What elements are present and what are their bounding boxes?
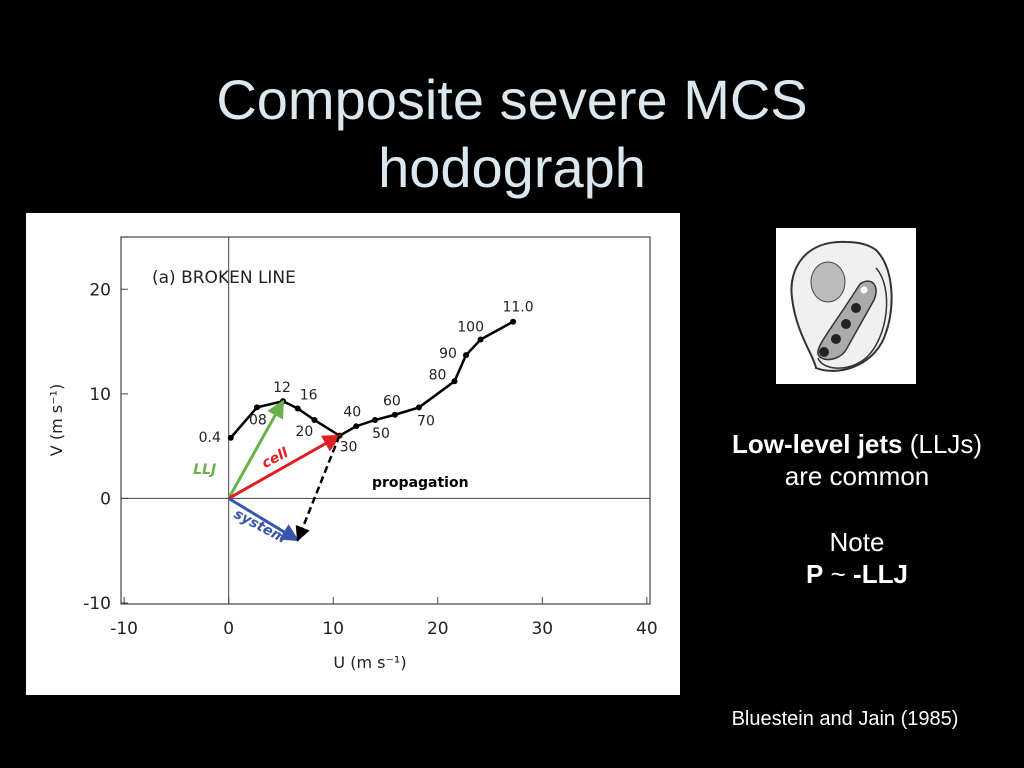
height-label: 20	[295, 424, 313, 440]
chart-background	[26, 213, 680, 695]
panel-title: (a) BROKEN LINE	[152, 268, 296, 288]
cell	[841, 319, 851, 329]
hodograph-point	[391, 411, 398, 418]
height-label: 30	[340, 440, 358, 456]
text-line: Low-level jets (LLJs)	[690, 428, 1024, 460]
height-label: 11.0	[502, 300, 533, 316]
y-tick-label: 20	[89, 280, 111, 300]
hodograph-point	[463, 352, 469, 359]
bold-text: -LLJ	[853, 559, 908, 589]
cell	[819, 347, 829, 357]
x-tick-label: 10	[322, 619, 344, 639]
height-label: 80	[429, 367, 447, 383]
hodograph-point	[372, 416, 379, 423]
height-label: 60	[383, 394, 401, 410]
x-tick-label: 20	[427, 619, 449, 639]
hodograph-point	[253, 404, 260, 411]
plot-frame	[120, 236, 651, 605]
propagation-arrow	[295, 435, 341, 542]
hodograph-point	[227, 434, 234, 441]
anvil-core	[810, 261, 846, 303]
vector-arrow	[227, 399, 285, 500]
storm-schematic	[776, 228, 916, 384]
bold-text: P	[806, 559, 824, 589]
cell	[851, 303, 861, 313]
height-label: 08	[249, 412, 267, 428]
hodograph-point	[451, 378, 458, 385]
hodograph-point	[311, 416, 318, 423]
text: (LLJs)	[909, 429, 982, 459]
height-label: 90	[439, 346, 457, 362]
height-label: 70	[417, 413, 435, 429]
bold-text: Low-level jets	[732, 429, 903, 459]
cell	[860, 286, 868, 294]
storm-inner-outline	[817, 267, 888, 369]
y-axis-label: V (m s⁻¹)	[47, 384, 66, 456]
hodograph-point	[294, 405, 301, 412]
x-tick-label: 30	[531, 619, 553, 639]
height-label: 16	[300, 387, 318, 403]
height-label: 50	[372, 426, 390, 442]
height-label: 0.4	[199, 430, 221, 446]
x-tick-label: 0	[223, 619, 234, 639]
hodograph-point	[353, 423, 360, 430]
x-tick-label: 40	[636, 619, 658, 639]
hodograph-point	[415, 404, 422, 411]
citation: Bluestein and Jain (1985)	[731, 708, 959, 730]
y-tick-label: 0	[100, 489, 111, 509]
text-line: P ~ -LLJ	[690, 558, 1024, 590]
x-axis-label: U (m s⁻¹)	[333, 653, 406, 672]
text: ~	[830, 559, 846, 589]
vector-label: LLJ	[193, 462, 216, 478]
height-label: 12	[273, 380, 291, 396]
side-text: Low-level jets (LLJs) are common Note P …	[690, 428, 1024, 590]
chart: (a) BROKEN LINE U (m s⁻¹) V (m s⁻¹) -10 0…	[26, 213, 680, 695]
vector-label: propagation	[372, 475, 469, 491]
vector-arrow	[227, 497, 300, 542]
vector-arrow	[227, 434, 342, 500]
x-tick-label: -10	[110, 619, 138, 639]
y-tick-label: 10	[89, 385, 111, 405]
height-label: 40	[343, 404, 361, 420]
text-line: Note	[829, 527, 885, 557]
hodograph-point	[477, 336, 484, 343]
y-tick-label: -10	[83, 594, 111, 614]
text-line: are common	[784, 461, 930, 491]
height-label: 100	[457, 319, 484, 335]
slide-title: Composite severe MCS hodograph	[216, 68, 808, 199]
hodograph-point	[510, 318, 517, 325]
cell	[831, 334, 841, 344]
